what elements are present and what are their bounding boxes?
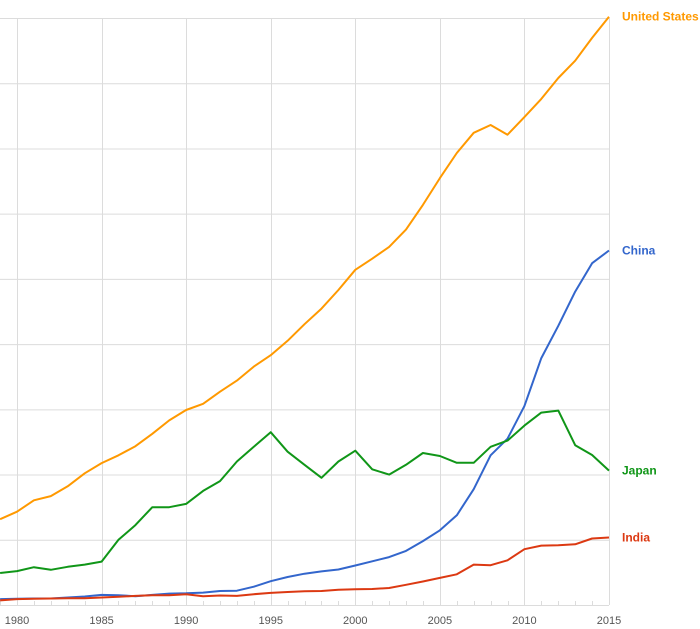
- series-label: Japan: [622, 464, 657, 478]
- x-axis-ticks: 1980 1985 1990 1995 2000 2005 2010 2015: [5, 615, 621, 627]
- series-line-japan[interactable]: [0, 409, 610, 574]
- series-lines: [0, 16, 610, 602]
- x-tick-label: 1990: [174, 615, 198, 627]
- series-label: India: [622, 530, 650, 544]
- series-line-india[interactable]: [0, 536, 610, 602]
- series-line-united-states[interactable]: [0, 16, 610, 521]
- x-tick-label: 1985: [89, 615, 113, 627]
- x-tick-label: 1980: [5, 615, 29, 627]
- series-label: United States: [622, 10, 699, 24]
- x-tick-label: 2010: [512, 615, 536, 627]
- x-tick-label: 2005: [428, 615, 452, 627]
- series-line-china[interactable]: [0, 249, 610, 601]
- gridlines: [0, 18, 610, 606]
- x-tick-label: 2015: [597, 615, 621, 627]
- series-labels: United States China Japan India: [622, 10, 699, 545]
- x-tick-label: 2000: [343, 615, 367, 627]
- series-label: China: [622, 244, 656, 258]
- x-tick-label: 1995: [258, 615, 282, 627]
